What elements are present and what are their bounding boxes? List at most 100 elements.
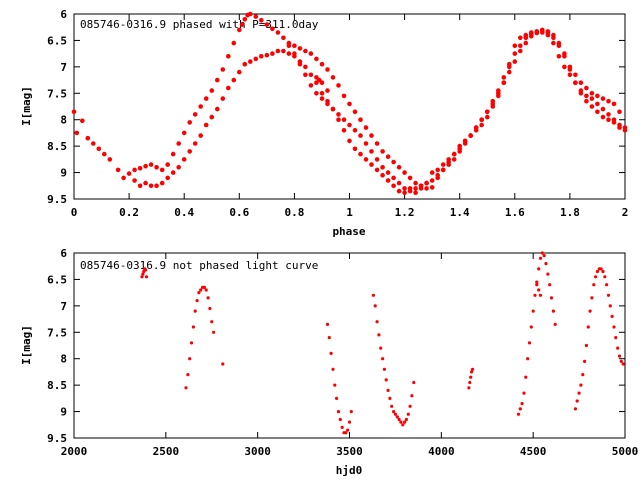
data-point	[551, 35, 556, 41]
data-point	[537, 288, 541, 292]
x-tick-label: 2000	[61, 445, 88, 458]
data-point	[606, 98, 611, 104]
data-point	[203, 96, 209, 101]
data-point	[403, 420, 407, 424]
data-point	[358, 133, 363, 138]
data-point	[386, 388, 390, 392]
y-tick-label: 8.5	[47, 379, 67, 392]
data-point	[336, 112, 341, 117]
data-point	[148, 183, 154, 189]
data-point	[242, 17, 248, 22]
data-point	[520, 402, 524, 406]
data-point	[540, 27, 545, 33]
data-point	[523, 35, 529, 41]
data-point	[325, 88, 330, 93]
data-point	[330, 106, 336, 112]
data-point	[336, 83, 341, 88]
y-tick-label: 7	[60, 300, 67, 313]
data-point	[239, 22, 245, 27]
data-point	[490, 101, 496, 107]
data-point	[468, 380, 472, 385]
data-point	[203, 122, 209, 128]
data-point	[589, 91, 595, 96]
data-point	[512, 51, 518, 56]
data-point	[538, 256, 543, 260]
data-point	[544, 262, 548, 266]
data-point	[270, 51, 275, 56]
data-point	[391, 183, 396, 189]
data-point	[392, 410, 396, 414]
data-point	[374, 157, 380, 162]
data-point	[551, 40, 556, 46]
data-point	[507, 64, 512, 70]
data-point	[524, 375, 528, 379]
data-point	[286, 51, 292, 56]
data-point	[412, 380, 416, 385]
data-point	[440, 167, 446, 173]
data-point	[595, 93, 600, 99]
data-point	[584, 343, 589, 348]
data-point	[275, 48, 281, 54]
data-point	[126, 171, 132, 176]
data-point	[457, 146, 463, 152]
data-points	[140, 251, 625, 435]
data-point	[140, 275, 144, 279]
data-point	[192, 112, 198, 117]
data-point	[226, 85, 231, 91]
data-point	[606, 117, 611, 122]
data-point	[375, 320, 379, 324]
chart-title: 085746-0316.9 phased with P=311.0day	[80, 18, 319, 31]
data-point	[85, 135, 91, 141]
data-point	[189, 341, 194, 345]
y-tick-label: 9.5	[47, 432, 67, 445]
y-tick-label: 6.5	[47, 273, 67, 286]
data-point	[335, 396, 339, 400]
data-point	[578, 80, 584, 85]
data-point	[512, 59, 518, 64]
data-point	[395, 415, 399, 419]
y-tick-label: 9	[60, 167, 67, 180]
axis-ticks: 2000 2500 3000 3500 4000 4500 5000 6 6.5 7 7.5 8 8.5…	[47, 247, 638, 458]
data-point	[595, 101, 600, 107]
data-point	[380, 149, 385, 154]
data-point	[529, 325, 533, 329]
y-tick-label: 7.5	[47, 326, 67, 339]
data-point	[588, 309, 592, 313]
data-point	[390, 404, 394, 408]
data-point	[358, 151, 363, 157]
data-point	[612, 325, 616, 329]
data-point	[184, 386, 188, 390]
data-point	[518, 407, 522, 411]
data-point	[402, 186, 407, 191]
y-axis-label: I[mag]	[20, 325, 33, 365]
data-point	[144, 268, 148, 272]
x-tick-label: 2500	[153, 445, 180, 458]
data-point	[537, 267, 541, 271]
data-point	[192, 141, 198, 146]
data-point	[242, 61, 248, 67]
data-point	[553, 322, 557, 326]
data-point	[535, 280, 539, 284]
data-point	[429, 185, 435, 190]
data-point	[529, 33, 534, 39]
data-point	[391, 159, 396, 165]
data-point	[579, 383, 583, 387]
data-point	[600, 106, 606, 112]
data-point	[538, 293, 543, 297]
data-point	[516, 412, 521, 416]
data-point	[621, 362, 625, 366]
data-point	[619, 359, 623, 363]
data-point	[363, 125, 369, 130]
data-point	[319, 96, 325, 101]
data-point	[610, 314, 614, 318]
data-point	[507, 69, 512, 75]
data-point	[396, 188, 402, 194]
data-point	[71, 109, 77, 115]
chart-title: 085746-0316.9 not phased light curve	[80, 259, 318, 272]
data-point	[471, 367, 475, 371]
data-point	[369, 149, 374, 154]
data-point	[608, 304, 612, 308]
data-point	[199, 288, 203, 292]
y-tick-label: 9.5	[47, 193, 67, 206]
data-point	[195, 299, 199, 303]
